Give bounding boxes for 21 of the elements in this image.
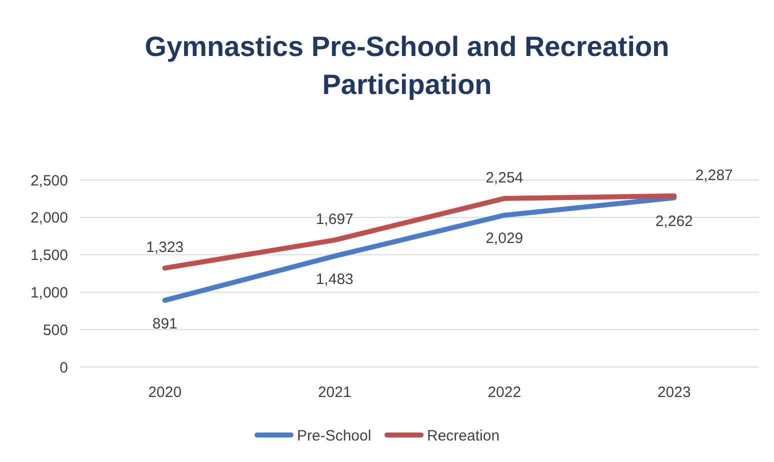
y-tick-label: 2,500 xyxy=(30,172,68,190)
data-label: 2,287 xyxy=(695,166,733,184)
y-tick-label: 500 xyxy=(42,322,68,339)
data-label: 1,483 xyxy=(316,271,354,288)
x-tick-label: 2020 xyxy=(148,384,182,401)
data-label: 1,697 xyxy=(316,211,354,228)
data-label: 2,254 xyxy=(486,169,524,186)
chart-title: Gymnastics Pre-School and Recreation Participation xyxy=(144,31,670,100)
legend-label: Pre-School xyxy=(297,427,372,444)
data-label: 891 xyxy=(152,315,178,332)
y-tick-label: 0 xyxy=(60,359,68,376)
x-tick-label: 2022 xyxy=(488,384,522,401)
data-label: 1,323 xyxy=(146,239,184,256)
y-tick-label: 1,000 xyxy=(30,284,68,302)
x-tick-label: 2023 xyxy=(657,384,691,401)
y-tick-label: 1,500 xyxy=(30,247,68,264)
legend-label: Recreation xyxy=(427,427,500,444)
data-label: 2,029 xyxy=(486,230,524,248)
x-tick-label: 2021 xyxy=(318,384,352,401)
y-tick-label: 2,000 xyxy=(30,210,68,227)
data-label: 2,262 xyxy=(655,212,693,230)
